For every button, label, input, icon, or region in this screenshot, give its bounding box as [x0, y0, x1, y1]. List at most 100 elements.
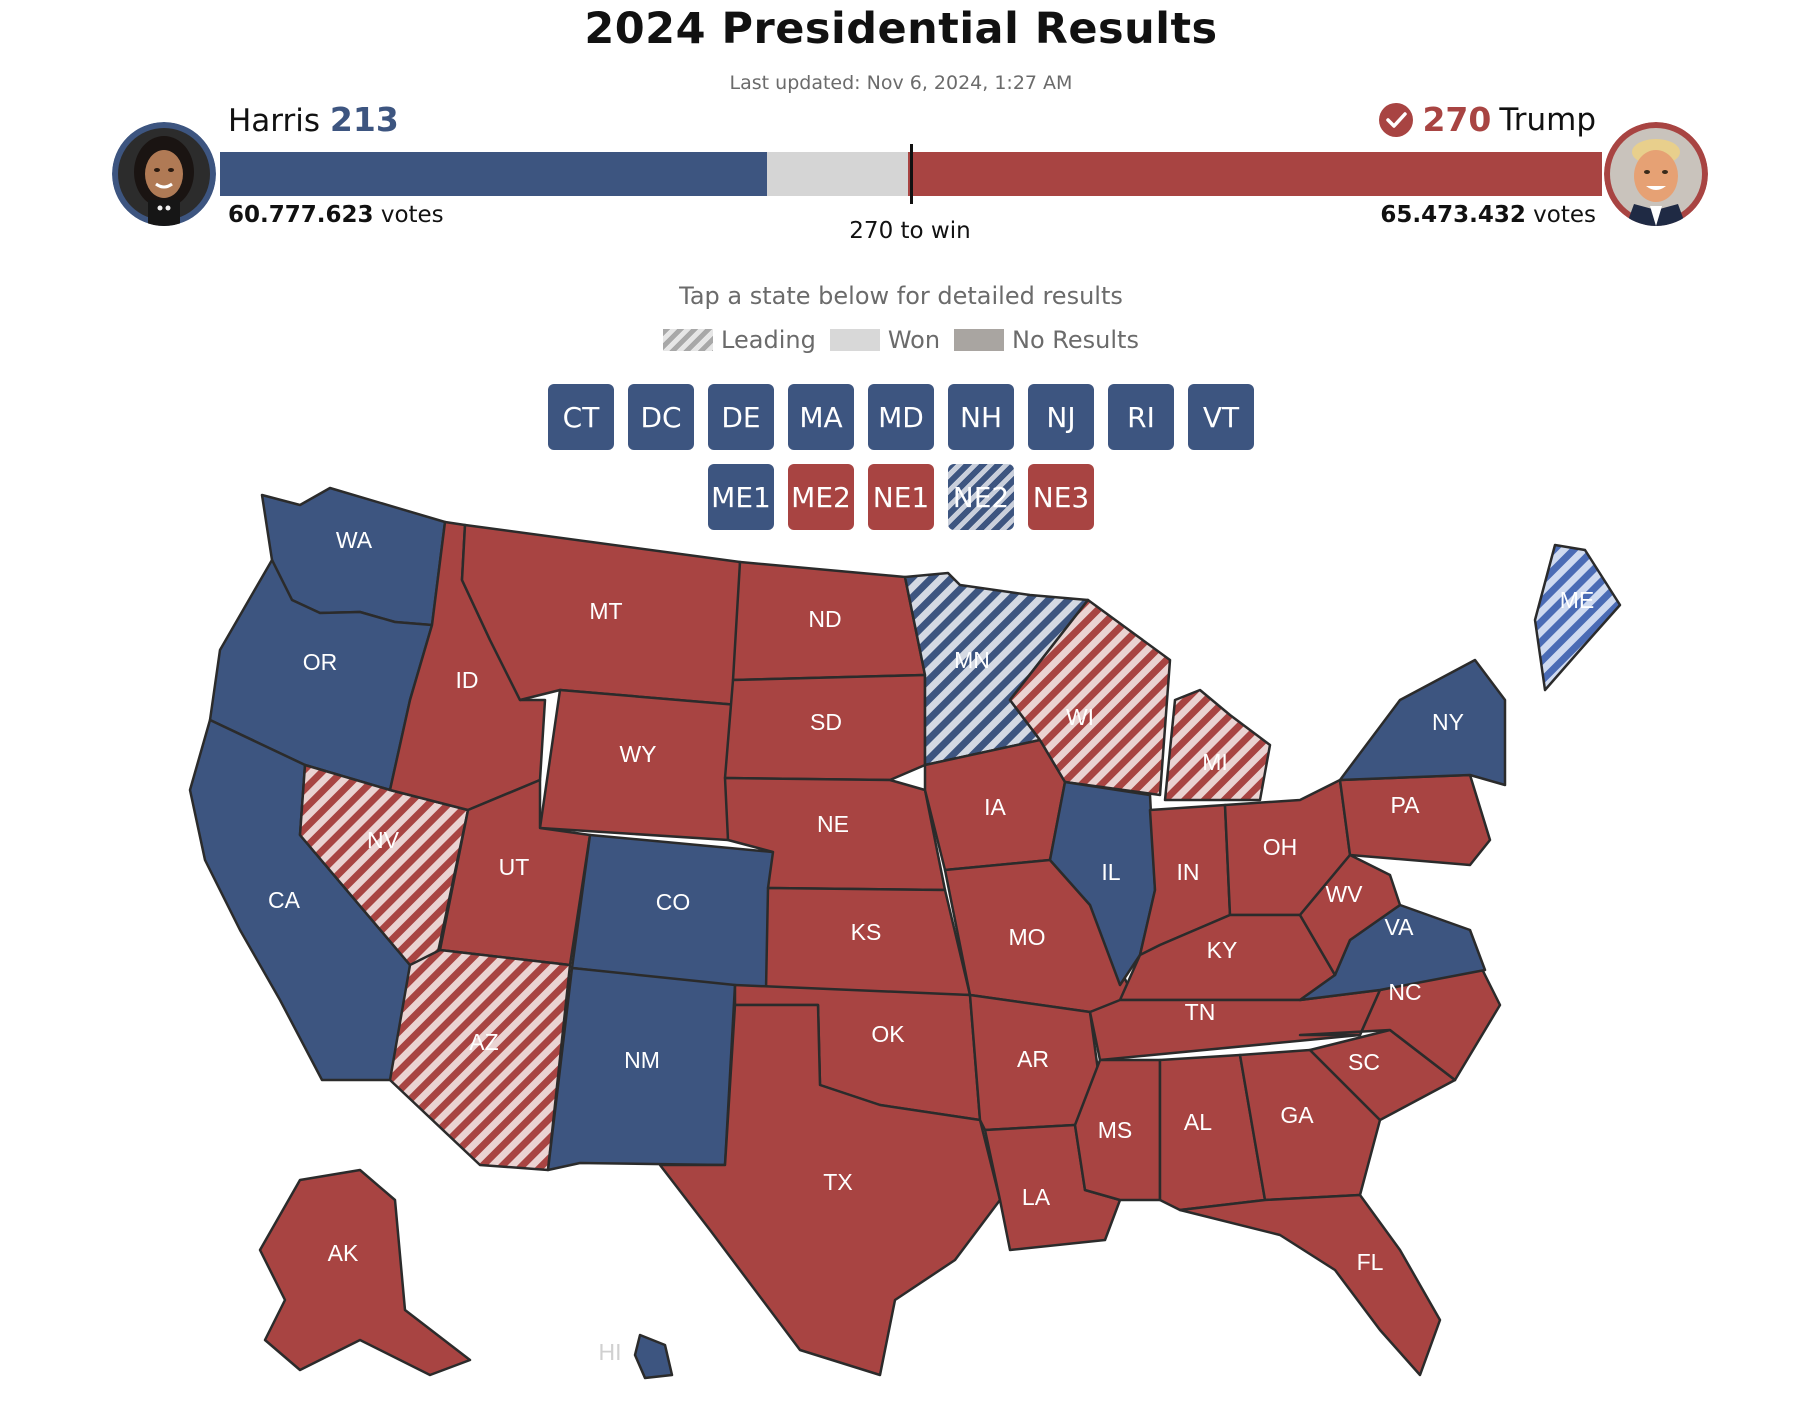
trump-vote-count: 65.473.432: [1380, 202, 1526, 228]
trump-label: 270 Trump: [1378, 100, 1596, 139]
harris-label: Harris 213: [228, 100, 399, 139]
harris-votes-label: votes: [380, 202, 444, 228]
trump-name: Trump: [1499, 101, 1596, 138]
state-label-ca: CA: [268, 887, 301, 913]
state-label-id: ID: [456, 667, 479, 693]
legend-won: Won: [829, 326, 941, 354]
trump-avatar: [1604, 122, 1708, 226]
state-label-az: AZ: [469, 1029, 498, 1055]
harris-avatar: [112, 122, 216, 226]
state-label-wa: WA: [336, 527, 373, 553]
state-button-ct[interactable]: CT: [548, 384, 614, 450]
trump-bar-segment: [908, 152, 1602, 196]
check-circle-icon: [1379, 102, 1414, 137]
state-label-nm: NM: [624, 1047, 660, 1073]
state-pa[interactable]: [1338, 773, 1492, 867]
state-label-co: CO: [656, 889, 691, 915]
state-label-tn: TN: [1185, 999, 1216, 1025]
leading-swatch: [663, 329, 714, 351]
state-button-de[interactable]: DE: [708, 384, 774, 450]
small-state-buttons: CT DC DE MA MD NH NJ RI VT: [0, 384, 1802, 450]
state-label-il: IL: [1101, 859, 1120, 885]
state-button-nj[interactable]: NJ: [1028, 384, 1094, 450]
state-label-sc: SC: [1348, 1049, 1380, 1075]
state-me[interactable]: [1533, 543, 1622, 692]
harris-popular-votes: 60.777.623 votes: [228, 202, 444, 228]
undecided-bar-segment: [767, 152, 909, 196]
won-swatch: [829, 329, 880, 351]
legend: Leading Won No Results: [0, 326, 1802, 354]
state-label-mo: MO: [1008, 924, 1045, 950]
state-label-pa: PA: [1391, 792, 1421, 818]
state-label-sd: SD: [810, 709, 842, 735]
state-label-va: VA: [1385, 914, 1415, 940]
trump-electoral-votes: 270: [1422, 100, 1492, 139]
legend-won-label: Won: [887, 326, 941, 354]
legend-no-results: No Results: [954, 326, 1139, 354]
legend-leading: Leading: [663, 326, 816, 354]
no-results-swatch: [954, 329, 1005, 351]
state-label-nc: NC: [1388, 979, 1421, 1005]
state-button-vt[interactable]: VT: [1188, 384, 1254, 450]
page-title: 2024 Presidential Results: [584, 4, 1218, 54]
state-button-ma[interactable]: MA: [788, 384, 854, 450]
state-button-ne2[interactable]: NE2: [948, 464, 1014, 530]
district-buttons: ME1 ME2 NE1 NE2 NE3: [0, 464, 1802, 530]
state-nm[interactable]: [546, 966, 737, 1172]
state-label-ut: UT: [499, 854, 530, 880]
state-ny[interactable]: [1338, 658, 1507, 787]
state-label-mt: MT: [589, 598, 622, 624]
state-label-la: LA: [1022, 1184, 1051, 1210]
state-label-wv: WV: [1325, 881, 1363, 907]
state-label-oh: OH: [1263, 834, 1298, 860]
instructions: Tap a state below for detailed results: [679, 282, 1123, 310]
state-button-ne3[interactable]: NE3: [1028, 464, 1094, 530]
state-ak[interactable]: [258, 1168, 472, 1377]
state-label-ky: KY: [1207, 937, 1238, 963]
state-label-nd: ND: [808, 606, 841, 632]
threshold-marker: [910, 144, 913, 204]
state-nc[interactable]: [1298, 963, 1502, 1082]
state-label-ak: AK: [328, 1240, 359, 1266]
state-wi[interactable]: [1008, 598, 1172, 797]
legend-leading-label: Leading: [721, 326, 816, 354]
state-hi[interactable]: [633, 1333, 674, 1380]
state-button-ri[interactable]: RI: [1108, 384, 1174, 450]
state-button-dc[interactable]: DC: [628, 384, 694, 450]
state-label-ny: NY: [1432, 709, 1464, 735]
state-label-in: IN: [1177, 859, 1200, 885]
harris-electoral-votes: 213: [329, 100, 399, 139]
state-sd[interactable]: [723, 673, 927, 782]
state-label-ms: MS: [1098, 1117, 1133, 1143]
state-label-nv: NV: [367, 827, 400, 853]
last-updated: Last updated: Nov 6, 2024, 1:27 AM: [729, 72, 1073, 94]
state-label-ks: KS: [851, 919, 882, 945]
state-tx[interactable]: [658, 1003, 1002, 1377]
state-label-tx: TX: [823, 1169, 852, 1195]
trump-popular-votes: 65.473.432 votes: [1380, 202, 1596, 228]
state-label-or: OR: [303, 649, 338, 675]
trump-votes-label: votes: [1533, 202, 1596, 228]
state-mi[interactable]: [1163, 688, 1272, 802]
state-fl[interactable]: [1178, 1193, 1442, 1377]
state-label-al: AL: [1184, 1109, 1212, 1135]
state-label-hi: HI: [599, 1339, 622, 1365]
state-label-ia: IA: [984, 794, 1006, 820]
state-label-ok: OK: [871, 1021, 905, 1047]
state-label-ne: NE: [817, 811, 849, 837]
state-button-ne1[interactable]: NE1: [868, 464, 934, 530]
state-label-wy: WY: [619, 741, 656, 767]
state-button-md[interactable]: MD: [868, 384, 934, 450]
state-button-nh[interactable]: NH: [948, 384, 1014, 450]
legend-no-results-label: No Results: [1012, 326, 1139, 354]
state-label-me: ME: [1560, 587, 1595, 613]
state-label-ga: GA: [1280, 1102, 1314, 1128]
state-ga[interactable]: [1238, 1048, 1382, 1202]
state-label-wi: WI: [1066, 704, 1094, 730]
harris-bar-segment: [220, 152, 768, 196]
state-label-mi: MI: [1202, 749, 1228, 775]
state-button-me2[interactable]: ME2: [788, 464, 854, 530]
state-button-me1[interactable]: ME1: [708, 464, 774, 530]
state-label-ar: AR: [1017, 1046, 1049, 1072]
state-az[interactable]: [388, 948, 572, 1172]
